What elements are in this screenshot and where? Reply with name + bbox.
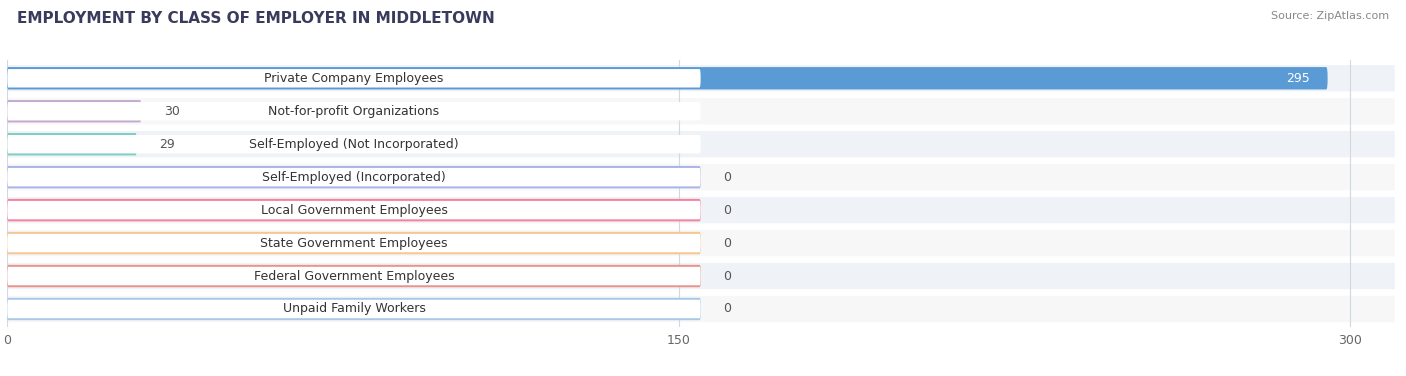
Text: Self-Employed (Not Incorporated): Self-Employed (Not Incorporated): [249, 138, 458, 151]
Text: Unpaid Family Workers: Unpaid Family Workers: [283, 303, 426, 315]
FancyBboxPatch shape: [7, 199, 700, 221]
FancyBboxPatch shape: [7, 265, 700, 287]
FancyBboxPatch shape: [7, 166, 700, 188]
FancyBboxPatch shape: [7, 168, 700, 186]
Text: 0: 0: [723, 171, 731, 183]
FancyBboxPatch shape: [7, 131, 1395, 158]
Text: Private Company Employees: Private Company Employees: [264, 72, 444, 85]
Text: 0: 0: [723, 270, 731, 282]
FancyBboxPatch shape: [7, 298, 700, 320]
Text: Not-for-profit Organizations: Not-for-profit Organizations: [269, 105, 440, 118]
FancyBboxPatch shape: [7, 234, 700, 252]
FancyBboxPatch shape: [7, 135, 700, 153]
FancyBboxPatch shape: [7, 65, 1395, 91]
FancyBboxPatch shape: [7, 69, 700, 88]
FancyBboxPatch shape: [7, 197, 1395, 223]
FancyBboxPatch shape: [7, 232, 700, 254]
Text: 0: 0: [723, 237, 731, 250]
Text: 0: 0: [723, 204, 731, 217]
Text: Local Government Employees: Local Government Employees: [260, 204, 447, 217]
FancyBboxPatch shape: [7, 230, 1395, 256]
Text: Source: ZipAtlas.com: Source: ZipAtlas.com: [1271, 11, 1389, 21]
Text: 30: 30: [163, 105, 180, 118]
FancyBboxPatch shape: [7, 164, 1395, 190]
FancyBboxPatch shape: [7, 102, 700, 120]
FancyBboxPatch shape: [7, 296, 1395, 322]
FancyBboxPatch shape: [7, 267, 700, 285]
FancyBboxPatch shape: [7, 67, 1327, 89]
Text: 0: 0: [723, 303, 731, 315]
FancyBboxPatch shape: [7, 263, 1395, 289]
FancyBboxPatch shape: [7, 100, 142, 123]
Text: Federal Government Employees: Federal Government Employees: [253, 270, 454, 282]
Text: State Government Employees: State Government Employees: [260, 237, 447, 250]
Text: 29: 29: [159, 138, 174, 151]
FancyBboxPatch shape: [7, 133, 136, 155]
Text: 295: 295: [1286, 72, 1310, 85]
FancyBboxPatch shape: [7, 300, 700, 318]
FancyBboxPatch shape: [7, 98, 1395, 124]
Text: Self-Employed (Incorporated): Self-Employed (Incorporated): [262, 171, 446, 183]
FancyBboxPatch shape: [7, 201, 700, 219]
Text: EMPLOYMENT BY CLASS OF EMPLOYER IN MIDDLETOWN: EMPLOYMENT BY CLASS OF EMPLOYER IN MIDDL…: [17, 11, 495, 26]
